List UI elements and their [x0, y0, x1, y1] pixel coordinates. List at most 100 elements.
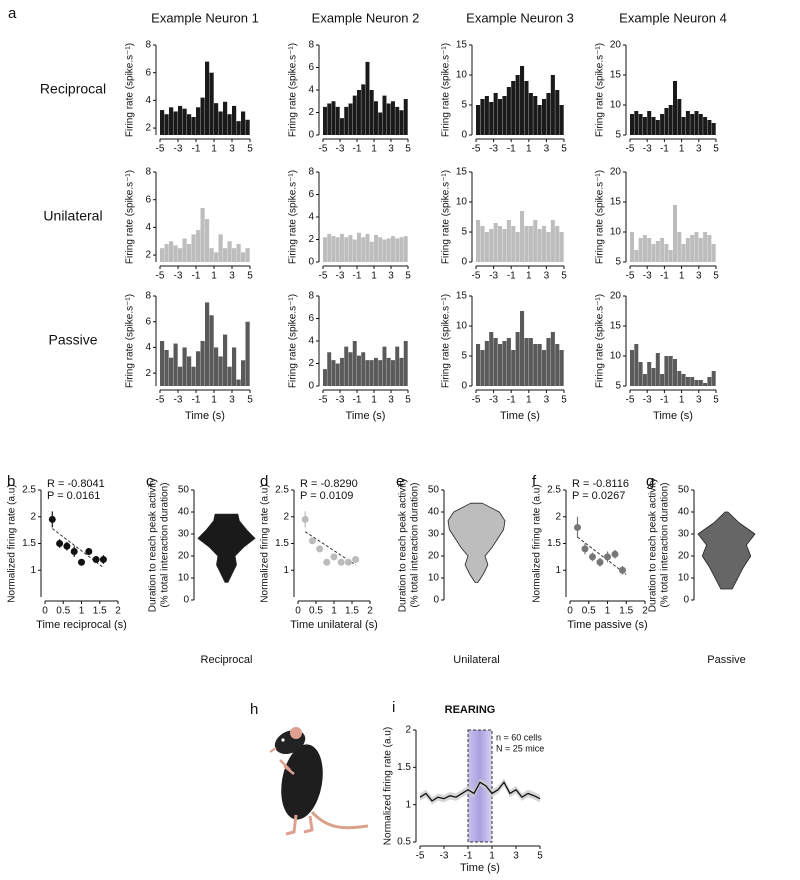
bar	[634, 344, 639, 386]
bar	[694, 232, 699, 262]
x-tick-label: -5	[319, 271, 328, 282]
x-tick-label: 2	[115, 606, 121, 617]
bar	[546, 93, 551, 135]
bar	[681, 117, 686, 135]
y-axis-label: Normalized firing rate (a.u)	[383, 727, 394, 845]
bar	[506, 220, 511, 262]
point	[70, 548, 78, 556]
panel-label: b	[7, 473, 15, 490]
bar	[642, 374, 647, 386]
x-tick-label: -1	[464, 851, 473, 862]
bar	[484, 341, 489, 386]
bar	[200, 208, 205, 262]
x-tick-label: -1	[660, 144, 669, 155]
x-tick-label: 1	[371, 395, 377, 406]
bar	[511, 81, 516, 135]
y-tick-label: 30	[178, 529, 190, 540]
x-tick-label: -1	[660, 395, 669, 406]
bar	[357, 355, 361, 386]
bar	[169, 357, 174, 386]
y-tick-label: 4	[308, 212, 314, 223]
bar	[182, 347, 187, 386]
y-axis-label: Firing rate (spike.s⁻¹)	[125, 294, 136, 388]
bar	[559, 350, 564, 386]
y-tick-label: 15	[610, 70, 622, 81]
y-axis-label: Duration to reach peak activity	[148, 478, 159, 613]
x-tick-label: -1	[192, 395, 201, 406]
x-tick-label: -5	[472, 395, 481, 406]
bar	[352, 341, 357, 386]
bar	[630, 350, 634, 386]
bar	[685, 238, 690, 262]
y-axis-label: Firing rate (spike.s⁻¹)	[288, 170, 299, 264]
bar	[403, 236, 408, 262]
bar	[664, 244, 669, 262]
x-tick-label: 3	[388, 144, 394, 155]
bar	[331, 101, 336, 135]
annotation: P = 0.0267	[572, 490, 625, 502]
bar	[690, 377, 695, 386]
x-tick-label: 5	[405, 395, 411, 406]
bar	[164, 350, 169, 386]
y-tick-label: 2	[283, 511, 289, 522]
bar	[537, 344, 542, 386]
annotation: R = -0.8041	[47, 478, 105, 490]
row-label: Unilateral	[43, 208, 102, 224]
x-tick-label: 2	[642, 606, 648, 617]
bar	[214, 252, 219, 262]
bar	[191, 117, 196, 135]
bar	[703, 383, 708, 386]
y-axis-label: Normalized firing rate (a.u)	[532, 484, 543, 602]
bar	[196, 230, 201, 262]
bar	[191, 366, 196, 386]
bar	[647, 111, 652, 135]
y-tick-label: 15	[610, 321, 622, 332]
bar	[660, 238, 665, 262]
bar	[681, 374, 686, 386]
y-axis-label: Firing rate (spike.s⁻¹)	[595, 294, 606, 388]
bar	[374, 357, 378, 386]
bar	[498, 99, 503, 135]
x-tick-label: 3	[229, 395, 235, 406]
y-tick-label: 10	[610, 100, 622, 111]
bar	[546, 232, 551, 262]
bar	[391, 101, 395, 135]
bar	[520, 211, 525, 262]
bar	[232, 347, 237, 386]
y-tick-label: 40	[678, 507, 690, 518]
bar	[506, 338, 511, 386]
y-tick-label: 1.5	[397, 762, 411, 773]
bar	[182, 238, 187, 262]
point	[99, 556, 107, 564]
bar	[493, 93, 498, 135]
bar	[498, 226, 503, 262]
y-tick-label: 2	[555, 511, 561, 522]
bar	[555, 344, 560, 386]
annotation: N = 25 mice	[496, 743, 544, 753]
bar	[542, 99, 547, 135]
x-tick-label: -5	[156, 271, 165, 282]
y-tick-label: 6	[145, 316, 151, 327]
violin	[447, 502, 506, 583]
bar	[647, 238, 652, 262]
x-tick-label: 3	[696, 271, 702, 282]
bar	[227, 366, 232, 386]
bar	[489, 229, 494, 262]
y-tick-label: 20	[610, 40, 622, 51]
bar	[403, 99, 408, 135]
bar	[191, 234, 196, 262]
x-tick-label: -5	[472, 144, 481, 155]
bar	[241, 111, 246, 135]
x-tick-label: 1	[79, 606, 85, 617]
bar	[160, 248, 165, 262]
bar	[511, 350, 516, 386]
x-tick-label: 1	[331, 606, 337, 617]
bar	[344, 346, 349, 386]
bar	[528, 338, 533, 386]
column-title: Example Neuron 3	[466, 10, 574, 25]
bar	[694, 380, 699, 386]
bar	[323, 237, 327, 262]
y-tick-label: 0	[461, 257, 467, 268]
bar	[651, 244, 656, 262]
bar	[169, 241, 174, 262]
